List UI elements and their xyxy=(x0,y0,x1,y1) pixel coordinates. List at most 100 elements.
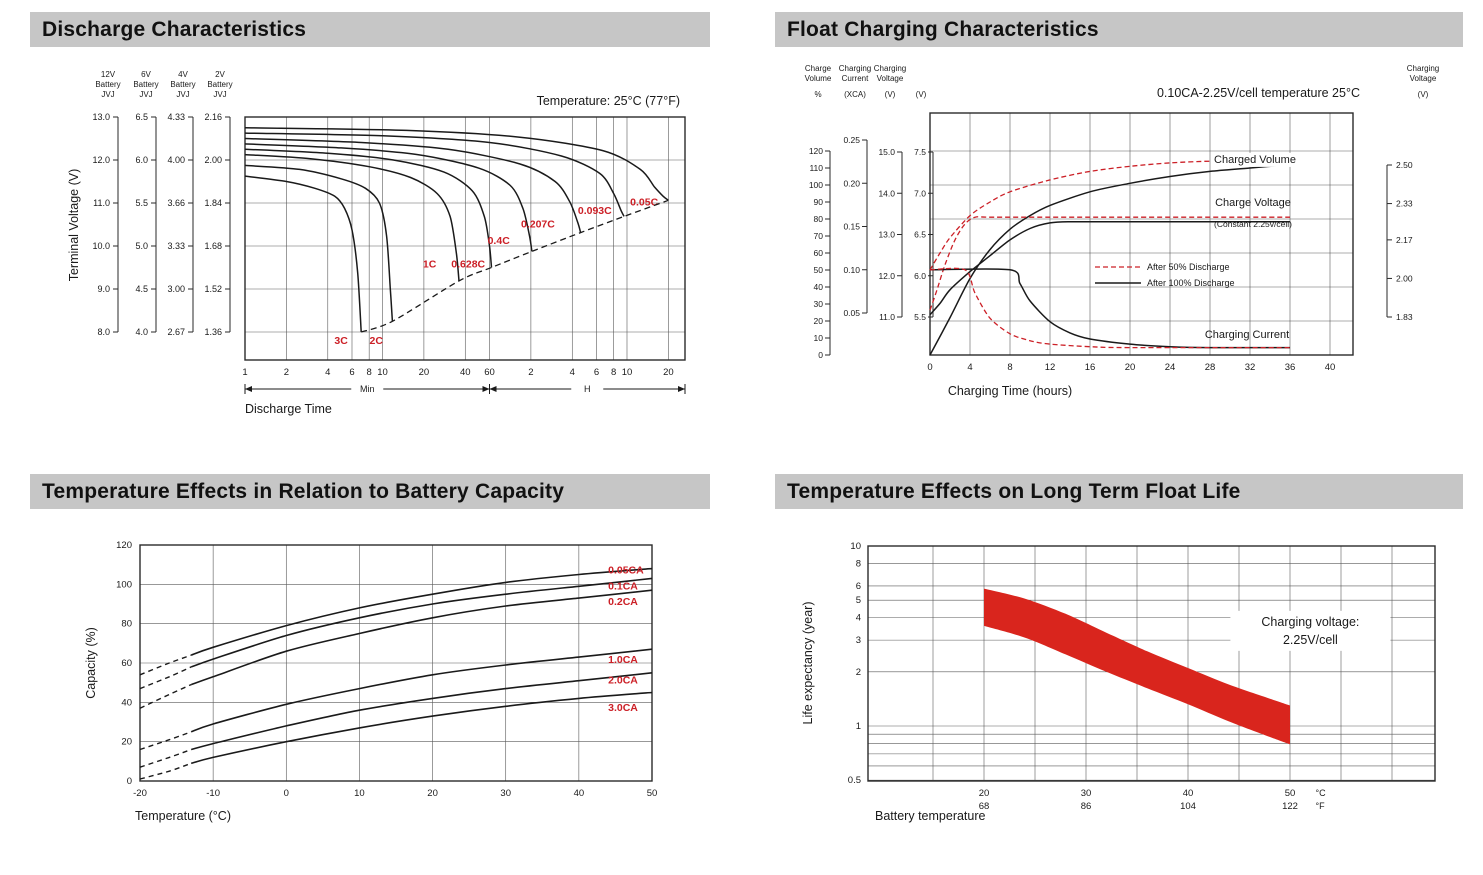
left-column: Discharge Characteristics 1 2 4 6 8 10 20 40 60 2… xyxy=(30,12,710,867)
svg-text:Battery: Battery xyxy=(207,80,232,89)
svg-text:3.00: 3.00 xyxy=(167,284,185,294)
svg-text:2.67: 2.67 xyxy=(167,327,185,337)
svg-text:JVJ: JVJ xyxy=(213,90,226,99)
axis-labels: 1 2 4 6 8 10 20 40 60 2 4 6 8 10 20 13.0 12.0 11.0 10.0 9.0… xyxy=(67,70,686,416)
svg-text:8: 8 xyxy=(1007,362,1012,373)
curve-0.1ca-extrapolated xyxy=(139,666,192,690)
svg-text:15.0: 15.0 xyxy=(878,147,895,157)
svg-text:104: 104 xyxy=(1180,801,1196,812)
svg-text:13.0: 13.0 xyxy=(92,112,110,122)
svg-text:10: 10 xyxy=(814,333,824,343)
svg-text:86: 86 xyxy=(1081,801,1092,812)
svg-text:4V: 4V xyxy=(178,70,188,79)
curve-charged-volume-after-100-discharge xyxy=(929,163,1291,356)
svg-text:2: 2 xyxy=(856,667,861,678)
gridlines xyxy=(139,544,653,782)
svg-text:4: 4 xyxy=(856,613,861,624)
svg-text:1C: 1C xyxy=(423,259,437,271)
float-charging-chart: 0 4 8 12 16 20 24 28 32 36 40 120 110 100 90 80 70 60 50 40… xyxy=(775,55,1463,445)
svg-text:0.10: 0.10 xyxy=(843,265,860,275)
curve-0.628c xyxy=(244,148,493,268)
svg-text:5.0: 5.0 xyxy=(135,241,148,251)
svg-text:8: 8 xyxy=(856,558,861,569)
svg-text:5.5: 5.5 xyxy=(135,198,148,208)
curve-2c xyxy=(244,164,394,322)
svg-text:36: 36 xyxy=(1285,362,1296,373)
svg-text:°F: °F xyxy=(1316,801,1326,811)
float-charging-chart-svg: 0 4 8 12 16 20 24 28 32 36 40120110100908070605040… xyxy=(805,64,1440,398)
svg-text:JVJ: JVJ xyxy=(101,90,114,99)
svg-text:Charging: Charging xyxy=(839,64,871,73)
svg-text:1.83: 1.83 xyxy=(1396,312,1413,322)
svg-text:Charging Current: Charging Current xyxy=(1205,329,1289,341)
svg-text:6.0: 6.0 xyxy=(914,271,926,281)
svg-text:Charging Time (hours): Charging Time (hours) xyxy=(948,384,1072,398)
svg-text:20: 20 xyxy=(663,367,674,378)
svg-text:3.0CA: 3.0CA xyxy=(608,702,638,714)
plot-content: Charged Volume Charge Voltage (Constant 2.… xyxy=(929,152,1299,356)
svg-text:12.0: 12.0 xyxy=(92,155,110,165)
svg-text:Charging: Charging xyxy=(1407,64,1439,73)
svg-text:24: 24 xyxy=(1165,362,1176,373)
svg-text:10.0: 10.0 xyxy=(92,241,110,251)
temp-capacity-chart-svg: -20 -10 0 10 20 30 40 50 120 100 80 60 40 20 0 Capacity… xyxy=(84,540,657,823)
svg-text:8: 8 xyxy=(367,367,372,378)
panel-discharge: Discharge Characteristics 1 2 4 6 8 10 20 40 60 2… xyxy=(30,12,710,474)
svg-text:110: 110 xyxy=(809,163,823,173)
svg-text:2: 2 xyxy=(284,367,289,378)
panel-title-temp-capacity: Temperature Effects in Relation to Batte… xyxy=(42,479,565,503)
svg-text:(V): (V) xyxy=(1418,90,1429,99)
panel-header-float-life: Temperature Effects on Long Term Float L… xyxy=(775,474,1463,509)
svg-text:(V): (V) xyxy=(916,90,927,99)
svg-text:40: 40 xyxy=(1183,788,1194,799)
svg-text:Battery: Battery xyxy=(95,80,120,89)
svg-text:10: 10 xyxy=(622,367,633,378)
svg-text:4.00: 4.00 xyxy=(167,155,185,165)
svg-text:40: 40 xyxy=(460,367,471,378)
svg-text:2.50: 2.50 xyxy=(1396,160,1413,170)
svg-text:0.25: 0.25 xyxy=(843,135,860,145)
svg-text:Charged Volume: Charged Volume xyxy=(1214,154,1296,166)
svg-text:20: 20 xyxy=(427,788,438,799)
svg-text:Terminal Voltage (V): Terminal Voltage (V) xyxy=(67,169,81,282)
svg-text:70: 70 xyxy=(814,231,824,241)
svg-text:10: 10 xyxy=(850,541,861,552)
svg-text:40: 40 xyxy=(1325,362,1336,373)
svg-text:8: 8 xyxy=(611,367,616,378)
svg-text:0.05CA: 0.05CA xyxy=(608,565,644,577)
svg-text:2.00: 2.00 xyxy=(1396,273,1413,283)
curve-0.05ca-extrapolated xyxy=(139,654,192,676)
svg-text:4.33: 4.33 xyxy=(167,112,185,122)
svg-text:0: 0 xyxy=(818,350,823,360)
svg-text:90: 90 xyxy=(814,197,824,207)
svg-text:Temperature: 25°C (77°F): Temperature: 25°C (77°F) xyxy=(537,94,680,108)
svg-text:2.16: 2.16 xyxy=(204,112,222,122)
svg-text:Charge Voltage: Charge Voltage xyxy=(1215,197,1291,209)
gridlines xyxy=(244,116,686,361)
svg-text:6V: 6V xyxy=(141,70,151,79)
svg-text:2.33: 2.33 xyxy=(1396,199,1413,209)
svg-text:Charge: Charge xyxy=(805,64,832,73)
svg-text:Life expectancy (year): Life expectancy (year) xyxy=(801,602,815,725)
svg-text:Voltage: Voltage xyxy=(877,74,904,83)
panel-float-charging: Float Charging Characteristics 0 4 8 12 16 20… xyxy=(775,12,1463,474)
svg-text:6: 6 xyxy=(594,367,599,378)
svg-text:Battery temperature: Battery temperature xyxy=(875,809,986,823)
svg-text:-20: -20 xyxy=(133,788,147,799)
svg-text:30: 30 xyxy=(1081,788,1092,799)
temp-capacity-chart: -20 -10 0 10 20 30 40 50 120 100 80 60 40 20 0 Capacity… xyxy=(30,517,710,867)
svg-text:100: 100 xyxy=(809,180,823,190)
curve-3.0ca xyxy=(190,691,653,765)
svg-text:4.5: 4.5 xyxy=(135,284,148,294)
curve-charged-volume-after-50-discharge xyxy=(929,158,1291,271)
svg-text:40: 40 xyxy=(121,697,132,708)
curve-2.0ca-extrapolated xyxy=(139,748,192,768)
svg-text:4: 4 xyxy=(325,367,330,378)
svg-text:60: 60 xyxy=(814,248,824,258)
svg-text:40: 40 xyxy=(814,282,824,292)
svg-text:0.628C: 0.628C xyxy=(451,259,485,271)
svg-text:1: 1 xyxy=(856,721,861,732)
plot-content: 0.05CA 0.1CA 0.2CA 1.0CA 2.0CA 3.0CA xyxy=(139,565,653,780)
